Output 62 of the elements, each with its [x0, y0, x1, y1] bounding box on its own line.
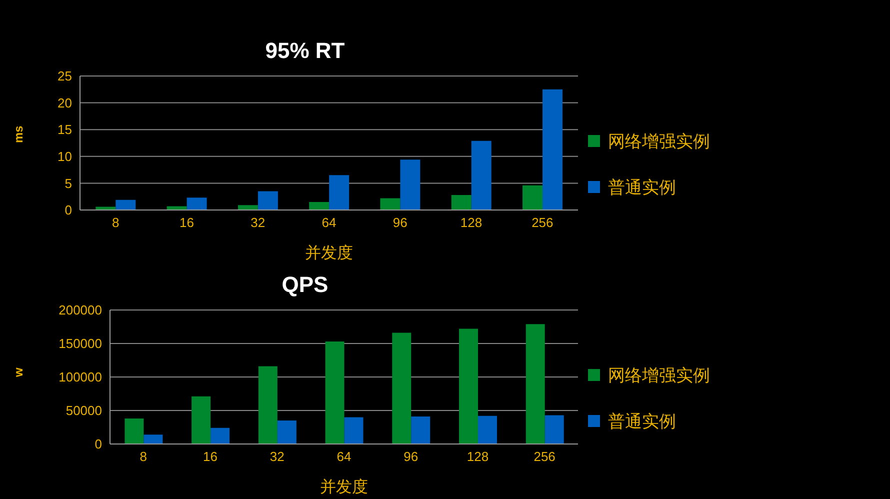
bar — [478, 416, 497, 444]
x-tick-label: 96 — [404, 449, 418, 464]
y-tick-label: 50000 — [66, 403, 102, 418]
bar — [458, 328, 478, 444]
bar — [166, 206, 187, 210]
x-tick-label: 32 — [250, 215, 266, 230]
x-tick-label: 256 — [532, 215, 554, 230]
bar — [411, 416, 430, 444]
bar — [309, 202, 330, 210]
y-tick-label: 100000 — [58, 370, 102, 385]
legend-label: 普通实例 — [608, 410, 676, 432]
bar — [400, 160, 420, 210]
y-tick-label: 0 — [94, 436, 102, 452]
y-axis-title: ms — [11, 125, 26, 143]
y-tick-label: 0 — [64, 202, 72, 218]
bar — [144, 434, 163, 444]
legend-label: 网络增强实例 — [608, 364, 710, 386]
x-tick-label: 8 — [112, 215, 120, 230]
x-tick-label: 16 — [179, 215, 194, 230]
x-axis-title: 并发度 — [320, 478, 368, 496]
bar — [116, 200, 136, 210]
bar — [522, 185, 543, 210]
legend-label: 网络增强实例 — [608, 130, 710, 152]
bar — [238, 205, 258, 210]
bar — [542, 89, 563, 210]
bar — [471, 140, 492, 210]
y-tick-label: 10 — [58, 149, 72, 164]
x-axis-title: 并发度 — [305, 244, 353, 262]
bar — [392, 332, 412, 444]
bar — [526, 324, 545, 444]
x-tick-label: 64 — [322, 215, 336, 230]
bar — [258, 366, 278, 444]
bar — [258, 191, 278, 210]
y-tick-label: 200000 — [58, 302, 102, 318]
y-axis-title: w — [11, 367, 26, 378]
y-tick-label: 15 — [58, 122, 72, 138]
x-tick-label: 128 — [466, 449, 489, 464]
bar — [277, 420, 296, 444]
y-tick-label: 20 — [58, 95, 72, 110]
bar — [210, 428, 230, 444]
bar — [344, 417, 364, 444]
chart-title: 95% RT — [264, 38, 346, 64]
bar — [186, 198, 207, 210]
x-tick-label: 128 — [460, 215, 482, 230]
y-tick-label: 150000 — [58, 336, 102, 352]
bar — [124, 418, 144, 444]
bar — [451, 194, 472, 210]
bar — [329, 175, 350, 210]
y-tick-label: 5 — [64, 176, 72, 191]
legend-label: 普通实例 — [608, 176, 676, 198]
bar — [380, 198, 400, 210]
chart-title: QPS — [280, 272, 330, 298]
x-tick-label: 8 — [140, 449, 148, 464]
x-tick-label: 16 — [203, 449, 218, 464]
y-tick-label: 25 — [58, 68, 72, 84]
x-tick-label: 64 — [336, 449, 352, 464]
x-tick-label: 256 — [534, 449, 556, 464]
x-tick-label: 96 — [392, 215, 408, 230]
bar — [544, 415, 564, 444]
bar — [325, 341, 344, 444]
bar — [192, 396, 211, 444]
x-tick-label: 32 — [270, 449, 284, 464]
